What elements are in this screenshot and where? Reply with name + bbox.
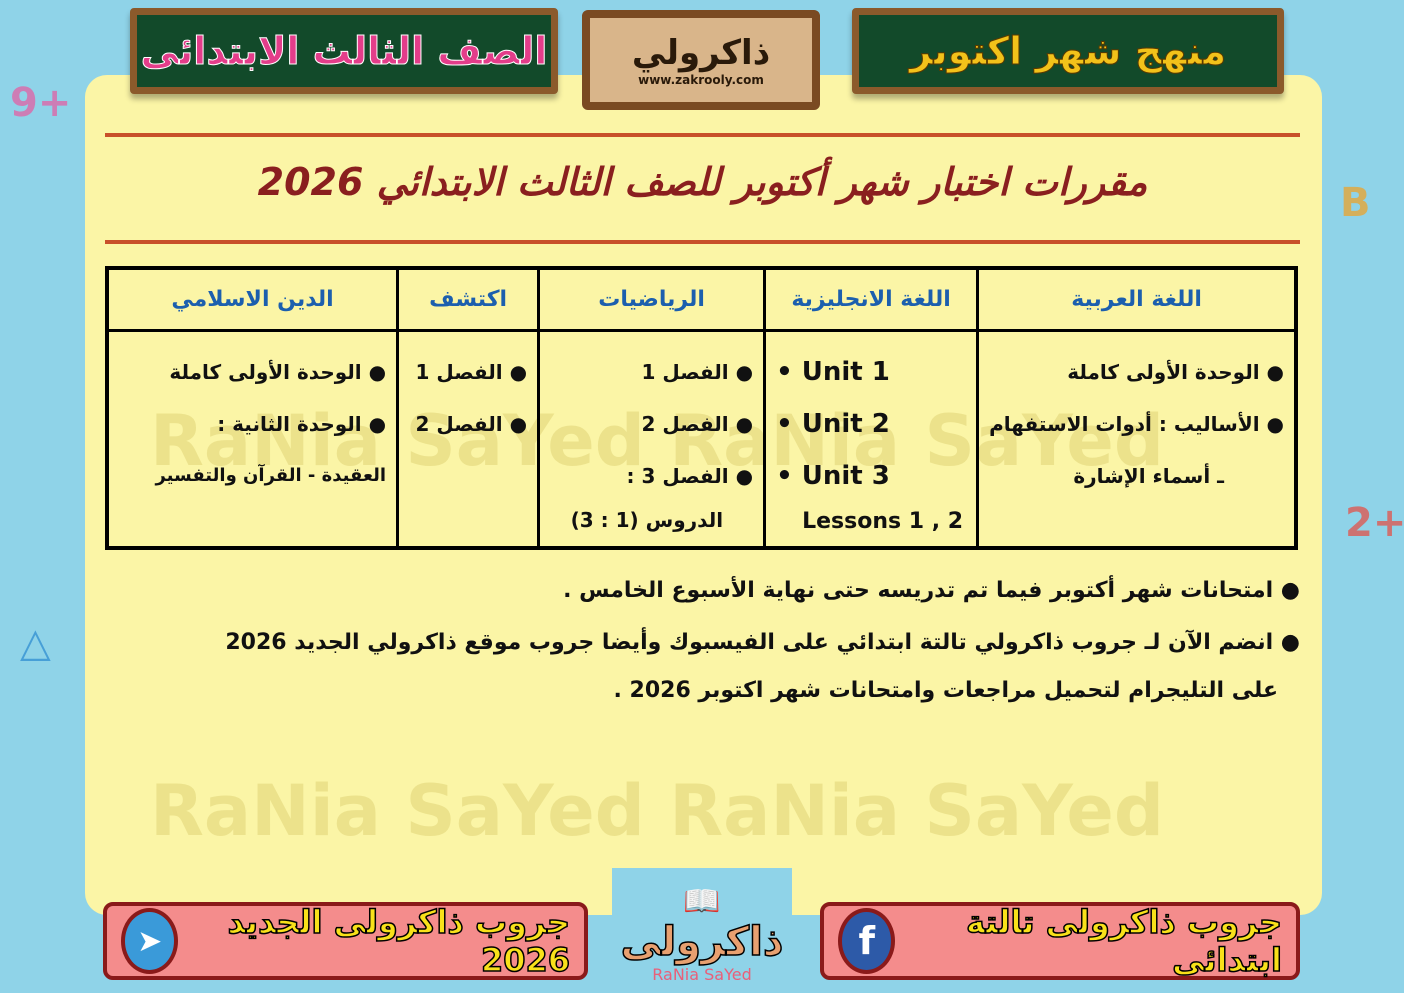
list-item: ● الأساليب : أدوات الاستفهام xyxy=(989,411,1284,436)
decor-triangle: △ xyxy=(20,620,51,666)
page-title: مقررات اختبار شهر أكتوبر للصف الثالث الا… xyxy=(257,160,1148,204)
list-item: ـ أسماء الإشارة xyxy=(1073,463,1224,488)
cell-discover: ● الفصل 1 ● الفصل 2 xyxy=(396,328,541,550)
list-item: ● الوحدة الأولى كاملة xyxy=(169,359,387,384)
footer-logo-sub: RaNia SaYed xyxy=(652,965,752,984)
site-logo[interactable]: ذاكرولي www.zakrooly.com xyxy=(582,10,820,110)
list-item: ● الوحدة الثانية : xyxy=(217,411,387,436)
facebook-icon: f xyxy=(838,908,896,974)
header-discover: اكتشف xyxy=(396,266,541,332)
note-exams: ● امتحانات شهر أكتوبر فيما تم تدريسه حتى… xyxy=(563,578,1300,603)
header-religion: الدين الاسلامي xyxy=(105,266,400,332)
grade-board: الصف الثالث الابتدائى xyxy=(130,8,558,94)
footer-logo-name: ذاكرولى xyxy=(620,918,784,966)
facebook-label: جروب ذاكرولى تالتة ابتدائى xyxy=(965,902,1282,980)
decor-numbers: 9+ xyxy=(10,80,72,126)
footer-logo: 📖 ذاكرولى RaNia SaYed xyxy=(612,868,792,984)
curriculum-table: اللغة العربية اللغة الانجليزية الرياضيات… xyxy=(105,266,1298,550)
list-item: • Unit 2 xyxy=(776,408,890,439)
divider-top xyxy=(105,133,1300,137)
note-telegram: على التليجرام لتحميل مراجعات وامتحانات ش… xyxy=(613,678,1278,703)
list-item: ● الفصل 1 xyxy=(415,359,528,384)
list-item: العقيدة - القرآن والتفسير xyxy=(155,464,387,486)
list-item: • Unit 1 xyxy=(776,356,890,387)
list-item: ● الوحدة الأولى كاملة xyxy=(1067,359,1284,384)
decor-numbers-right: 2+ xyxy=(1345,500,1404,546)
list-item: الدروس (1 : 3) xyxy=(570,507,724,532)
book-icon: 📖 xyxy=(683,884,721,919)
cell-religion: ● الوحدة الأولى كاملة ● الوحدة الثانية :… xyxy=(105,328,400,550)
list-item: ● الفصل 1 xyxy=(641,359,754,384)
logo-name: ذاكرولي xyxy=(631,33,771,73)
logo-url: www.zakrooly.com xyxy=(638,73,764,87)
table-row: ● الوحدة الأولى كاملة ● الأساليب : أدوات… xyxy=(105,328,1298,550)
header-english: اللغة الانجليزية xyxy=(763,266,980,332)
cell-arabic: ● الوحدة الأولى كاملة ● الأساليب : أدوات… xyxy=(976,328,1298,550)
list-item: ● الفصل 2 xyxy=(415,411,528,436)
divider-bottom xyxy=(105,240,1300,244)
list-item: • Unit 3 xyxy=(776,460,890,491)
header-arabic: اللغة العربية xyxy=(976,266,1298,332)
list-item: ● الفصل 2 xyxy=(641,411,754,436)
note-join: ● انضم الآن لـ جروب ذاكرولي تالتة ابتدائ… xyxy=(225,630,1300,655)
list-item: ● الفصل 3 : xyxy=(626,463,754,488)
cell-english: • Unit 1 • Unit 2 • Unit 3 Lessons 1 , 2 xyxy=(763,328,980,550)
cell-math: ● الفصل 1 ● الفصل 2 ● الفصل 3 : الدروس (… xyxy=(537,328,767,550)
table-header-row: اللغة العربية اللغة الانجليزية الرياضيات… xyxy=(105,266,1298,332)
list-item: Lessons 1 , 2 xyxy=(802,508,964,534)
month-board: منهج شهر اكتوبر xyxy=(852,8,1284,94)
header-math: الرياضيات xyxy=(537,266,767,332)
telegram-group-button[interactable]: جروب ذاكرولى الجديد 2026 ➤ xyxy=(103,902,588,980)
telegram-label: جروب ذاكرولى الجديد 2026 xyxy=(227,902,571,980)
facebook-group-button[interactable]: جروب ذاكرولى تالتة ابتدائى f xyxy=(820,902,1300,980)
decor-letters: B xyxy=(1340,180,1371,226)
watermark: RaNia SaYed RaNia SaYed xyxy=(150,770,1165,852)
telegram-icon: ➤ xyxy=(121,908,179,974)
